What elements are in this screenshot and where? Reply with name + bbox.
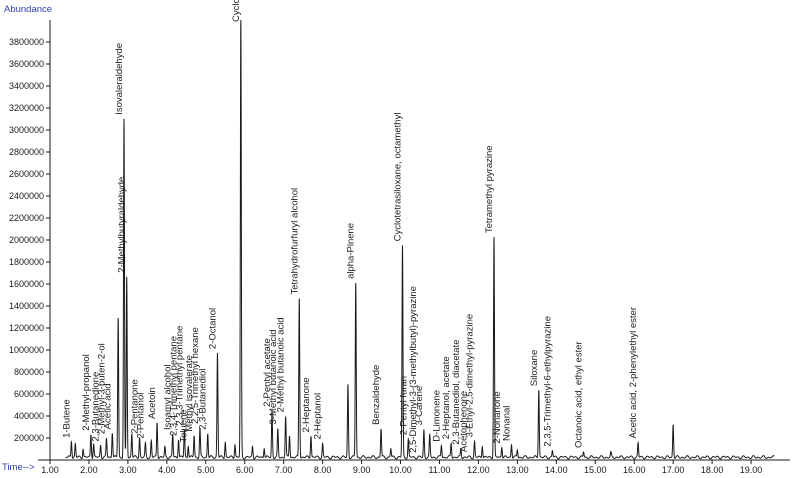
peak-label: Tetrahydrofurfuryl alcohol xyxy=(289,188,300,295)
peak-label: 2-Methyl butanoic acid xyxy=(276,317,287,412)
y-tick-label: 3800000 xyxy=(9,37,44,47)
y-tick-label: 2800000 xyxy=(9,147,44,157)
peak-label: Isoamyl alcohol xyxy=(163,365,174,430)
x-tick-label: 17.00 xyxy=(662,465,685,475)
peak-label: 2,3-Butanediol xyxy=(198,369,209,430)
peak-label: 2-Nonanone xyxy=(492,391,503,443)
y-axis-title: Abundance xyxy=(4,4,52,15)
y-tick-label: 1400000 xyxy=(9,301,44,311)
x-tick-label: 12.00 xyxy=(467,465,490,475)
x-tick-label: 1.00 xyxy=(41,465,59,475)
peak-label: 3-Methyl butanoic acid xyxy=(268,329,279,424)
peak-label: 2-Octanol xyxy=(208,308,219,349)
y-tick-label: 2600000 xyxy=(9,169,44,179)
y-tick-label: 1600000 xyxy=(9,279,44,289)
x-tick-label: 15.00 xyxy=(584,465,607,475)
y-tick-label: 400000 xyxy=(14,411,44,421)
peak-label: 2,3,5-Trimethyl-6-ethylpyrazine xyxy=(542,316,553,447)
peak-label: Acetoin xyxy=(147,387,158,419)
x-tick-label: 13.00 xyxy=(506,465,529,475)
peak-label: 2-Pentyl furan xyxy=(398,376,409,435)
peak-label: alpha-Pinene xyxy=(346,223,357,279)
peak-label: Tetramethyl pyrazine xyxy=(484,145,495,233)
peak-label: 3-Ethyl-2,5-dimethyl-pyrazine xyxy=(465,314,476,438)
peak-label: 3-Carene xyxy=(414,386,425,426)
x-tick-label: 16.00 xyxy=(623,465,646,475)
x-tick-label: 10.00 xyxy=(389,465,412,475)
peak-label: 2-Pentyl acetate xyxy=(262,338,273,407)
x-tick-label: 9.00 xyxy=(353,465,371,475)
peak-label: Benzaldehyde xyxy=(371,365,382,425)
peak-label: Toluene xyxy=(178,409,189,442)
x-tick-label: 19.00 xyxy=(740,465,763,475)
x-tick-label: 18.00 xyxy=(701,465,724,475)
x-axis-title: Time--> xyxy=(2,462,35,473)
peak-label: 2-Pentanone xyxy=(130,379,141,433)
y-tick-label: 3000000 xyxy=(9,125,44,135)
x-tick-label: 4.00 xyxy=(158,465,176,475)
peak-label: 2-Methylbutyraldehyde xyxy=(117,177,128,273)
x-tick-label: 5.00 xyxy=(197,465,215,475)
peak-label: Siloxane xyxy=(529,350,540,386)
peak-label: Nonanal xyxy=(502,406,513,441)
x-tick-label: 6.00 xyxy=(236,465,254,475)
y-tick-label: 3200000 xyxy=(9,103,44,113)
peak-label: 2-Heptanol, acetate xyxy=(441,356,452,439)
peak-label: Acetic acid xyxy=(102,383,113,429)
chromatogram-trace xyxy=(65,19,775,460)
y-tick-label: 800000 xyxy=(14,367,44,377)
x-tick-label: 2.00 xyxy=(80,465,98,475)
peak-label: 1-Butene xyxy=(61,399,72,438)
y-tick-label: 1800000 xyxy=(9,257,44,267)
peak-label: Acetic acid, 2-phenylethyl ester xyxy=(628,307,639,438)
x-axis-ticks: 1.00 2.00 3.00 4.00 5.00 6.00 7.00 8.00 9.00 10.0… xyxy=(41,460,762,475)
peak-label: Methyl isovalerate xyxy=(184,355,195,432)
x-tick-label: 11.00 xyxy=(429,465,451,475)
peak-label: 2,3,4-Trimethyl pentane xyxy=(169,336,180,436)
peak-label: 2,2,5-Trimethyl hexane xyxy=(190,327,201,424)
peak-label: Isovaleraldehyde xyxy=(114,43,125,115)
peak-label: 2-Pentanol xyxy=(135,393,146,439)
y-tick-label: 1000000 xyxy=(9,345,44,355)
peak-label: 2-Heptanol xyxy=(313,393,324,439)
y-tick-label: 2200000 xyxy=(9,213,44,223)
y-axis-ticks: 200000 400000 600000 800000 1000000 1200000 14… xyxy=(9,37,50,443)
peak-label: 2,3-Butanedione xyxy=(91,372,102,442)
peak-label: 2,5-Dimethyl-3-(3-methylbutyl)-pyrazine xyxy=(408,286,419,453)
x-tick-label: 8.00 xyxy=(314,465,332,475)
y-tick-label: 600000 xyxy=(14,389,44,399)
y-tick-label: 1200000 xyxy=(9,323,44,333)
peak-label: D-Limonene xyxy=(431,390,442,442)
y-tick-label: 3400000 xyxy=(9,81,44,91)
peak-label: 2-Methyl-propanol xyxy=(81,354,92,431)
x-tick-label: 7.00 xyxy=(275,465,293,475)
peak-label: Cyclotetrasiloxane, octamethyl xyxy=(393,113,404,242)
y-tick-label: 3600000 xyxy=(9,59,44,69)
peak-label: Octanoic acid, ethyl ester xyxy=(574,341,585,448)
peak-label: Acetophenone xyxy=(459,391,470,452)
peak-label: 2-Heptanone xyxy=(301,377,312,432)
y-tick-label: 2400000 xyxy=(9,191,44,201)
y-tick-label: 2000000 xyxy=(9,235,44,245)
x-tick-label: 3.00 xyxy=(119,465,137,475)
x-tick-label: 14.00 xyxy=(545,465,568,475)
y-tick-label: 200000 xyxy=(14,433,44,443)
peak-label: Cyclotrisiloxane, hexamethyl- xyxy=(231,0,242,22)
peak-labels: 1-Butene 2-Methyl-propanol2,3-Butanedione… xyxy=(61,0,639,453)
peak-label: 2,3-Butanediol, diacetate xyxy=(451,339,462,444)
peak-label: 2-Methyl-3-buten-2-ol xyxy=(97,343,108,434)
peak-label: 2,3,3-Trimethyl pentane xyxy=(174,326,185,426)
